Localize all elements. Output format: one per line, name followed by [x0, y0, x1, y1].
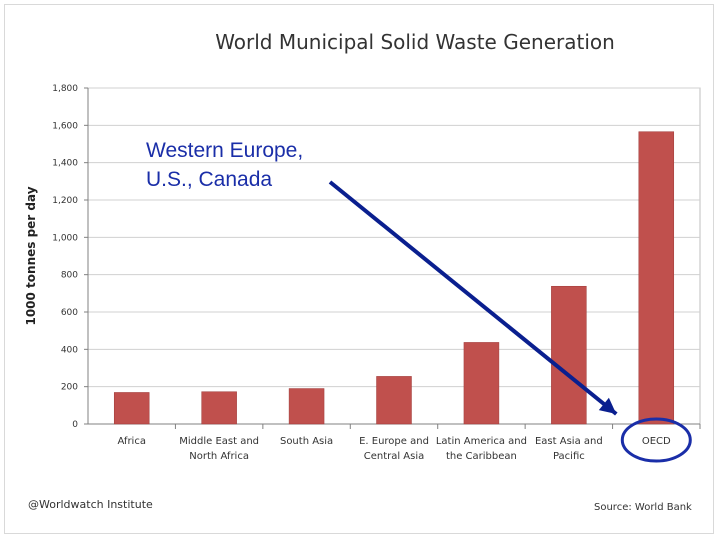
bar	[288, 388, 325, 425]
x-tick-label: Africa	[117, 436, 146, 447]
x-tick-label: Latin America and	[436, 436, 527, 447]
bar	[551, 285, 587, 425]
x-tick-label: the Caribbean	[446, 451, 517, 462]
bar	[376, 376, 412, 425]
annotation-arrow	[328, 180, 618, 416]
x-tick-label: E. Europe and	[359, 436, 429, 447]
y-tick-label: 200	[61, 383, 78, 393]
y-tick-label: 1,000	[52, 233, 78, 243]
y-tick-label: 600	[61, 308, 78, 318]
y-tick-label: 400	[61, 345, 78, 355]
y-tick-label: 1,400	[52, 159, 78, 169]
annotation-arrowhead	[598, 397, 617, 414]
slide-frame	[4, 4, 714, 534]
chart-title: World Municipal Solid Waste Generation	[215, 30, 615, 54]
x-tick-label: Middle East and	[179, 436, 259, 447]
credit-text: @Worldwatch Institute	[28, 498, 153, 511]
y-tick-label: 0	[72, 420, 78, 430]
source-text: Source: World Bank	[594, 502, 692, 513]
bar	[638, 131, 675, 425]
annotation-text: Western Europe, U.S., Canada	[146, 136, 303, 194]
bar	[113, 392, 150, 425]
y-tick-label: 1,600	[52, 121, 78, 131]
bar	[463, 342, 500, 425]
x-tick-label: East Asia and	[535, 436, 603, 447]
annotation-line-1: Western Europe,	[146, 139, 304, 162]
annotation-line-2: U.S., Canada	[146, 168, 273, 191]
x-tick-label: North Africa	[189, 451, 249, 462]
y-axis-label: 1000 tonnes per day	[24, 186, 38, 325]
highlight-ellipse	[620, 417, 692, 463]
y-tick-label: 1,800	[52, 84, 78, 94]
x-tick-label: South Asia	[280, 436, 333, 447]
y-tick-label: 1,200	[52, 196, 78, 206]
y-tick-label: 800	[61, 271, 78, 281]
x-tick-label: Central Asia	[364, 451, 425, 462]
x-tick-label: OECD	[642, 436, 671, 447]
x-tick-label: Pacific	[553, 451, 585, 462]
bar	[201, 391, 237, 425]
